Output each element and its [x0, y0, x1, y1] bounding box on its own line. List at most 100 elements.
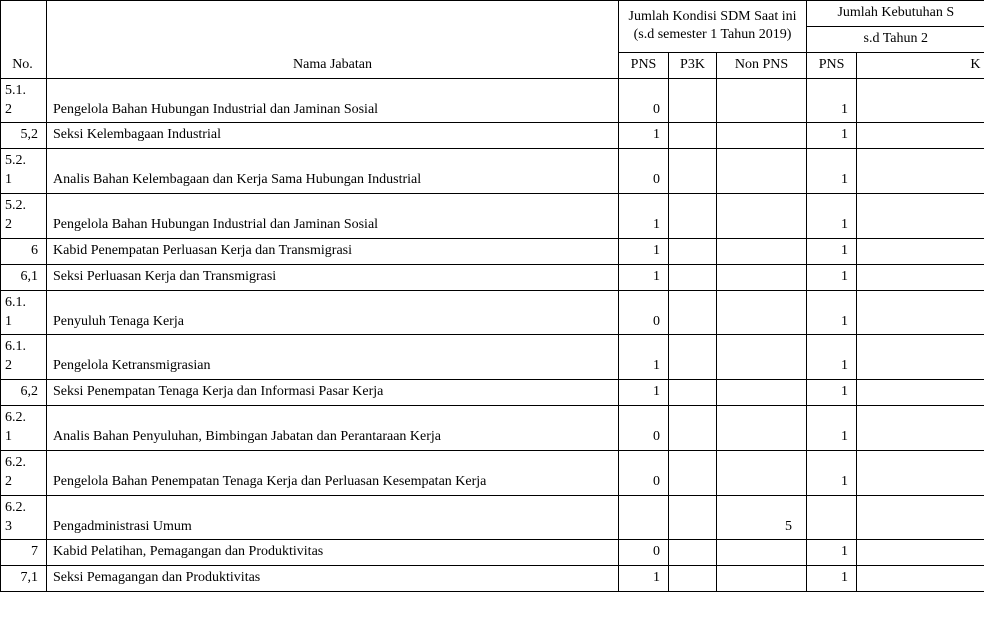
cell-x: [857, 566, 984, 592]
cell-x: [857, 495, 984, 540]
cell-no: 6: [1, 238, 47, 264]
cell-x: [857, 194, 984, 239]
cell-x: [857, 123, 984, 149]
table-header: No. Nama Jabatan Jumlah Kondisi SDM Saat…: [1, 1, 984, 79]
table-row: 5.2.2Pengelola Bahan Hubungan Industrial…: [1, 194, 984, 239]
hdr-kebutuhan-group: Jumlah Kebutuhan S: [807, 1, 984, 27]
cell-pns: 0: [619, 450, 669, 495]
cell-pns2: 1: [807, 194, 857, 239]
cell-no: 5.2.2: [1, 194, 47, 239]
cell-x: [857, 290, 984, 335]
cell-nama: Pengelola Bahan Hubungan Industrial dan …: [47, 194, 619, 239]
cell-pns: 0: [619, 78, 669, 123]
cell-nonpns: [717, 78, 807, 123]
cell-no: 6,1: [1, 264, 47, 290]
cell-pns: [619, 495, 669, 540]
hdr-nonpns: Non PNS: [717, 52, 807, 78]
cell-pns2: 1: [807, 406, 857, 451]
cell-nama: Penyuluh Tenaga Kerja: [47, 290, 619, 335]
cell-pns2: [807, 495, 857, 540]
cell-nonpns: [717, 380, 807, 406]
cell-nama: Analis Bahan Kelembagaan dan Kerja Sama …: [47, 149, 619, 194]
cell-nama: Seksi Penempatan Tenaga Kerja dan Inform…: [47, 380, 619, 406]
table-row: 6.2.2Pengelola Bahan Penempatan Tenaga K…: [1, 450, 984, 495]
cell-nonpns: [717, 450, 807, 495]
cell-p3k: [669, 264, 717, 290]
cell-pns2: 1: [807, 566, 857, 592]
cell-p3k: [669, 566, 717, 592]
cell-x: [857, 450, 984, 495]
cell-nama: Kabid Pelatihan, Pemagangan dan Produkti…: [47, 540, 619, 566]
cell-no: 5,2: [1, 123, 47, 149]
cell-pns2: 1: [807, 78, 857, 123]
cell-no: 6,2: [1, 380, 47, 406]
hdr-p3k: P3K: [669, 52, 717, 78]
cell-pns2: 1: [807, 123, 857, 149]
cell-pns: 0: [619, 290, 669, 335]
hdr-pns: PNS: [619, 52, 669, 78]
cell-nama: Pengelola Ketransmigrasian: [47, 335, 619, 380]
cell-nama: Seksi Kelembagaan Industrial: [47, 123, 619, 149]
cell-p3k: [669, 335, 717, 380]
cell-p3k: [669, 123, 717, 149]
cell-p3k: [669, 495, 717, 540]
cell-pns: 0: [619, 406, 669, 451]
cell-pns: 1: [619, 194, 669, 239]
cell-nonpns: [717, 149, 807, 194]
cell-nonpns: [717, 194, 807, 239]
table-row: 6.2.3Pengadministrasi Umum5: [1, 495, 984, 540]
cell-p3k: [669, 149, 717, 194]
header-row-1: No. Nama Jabatan Jumlah Kondisi SDM Saat…: [1, 1, 984, 27]
table-row: 6Kabid Penempatan Perluasan Kerja dan Tr…: [1, 238, 984, 264]
table-row: 6,1Seksi Perluasan Kerja dan Transmigras…: [1, 264, 984, 290]
cell-p3k: [669, 78, 717, 123]
cell-no: 5.1.2: [1, 78, 47, 123]
hdr-nama: Nama Jabatan: [47, 1, 619, 79]
cell-nama: Seksi Pemagangan dan Produktivitas: [47, 566, 619, 592]
cell-nonpns: [717, 290, 807, 335]
cell-x: [857, 149, 984, 194]
table-row: 7Kabid Pelatihan, Pemagangan dan Produkt…: [1, 540, 984, 566]
cell-nama: Seksi Perluasan Kerja dan Transmigrasi: [47, 264, 619, 290]
cell-nonpns: 5: [717, 495, 807, 540]
cell-nonpns: [717, 566, 807, 592]
cell-x: [857, 540, 984, 566]
table-row: 5.2.1Analis Bahan Kelembagaan dan Kerja …: [1, 149, 984, 194]
table-row: 7,1Seksi Pemagangan dan Produktivitas11: [1, 566, 984, 592]
cell-pns: 1: [619, 566, 669, 592]
cell-pns2: 1: [807, 264, 857, 290]
cell-no: 5.2.1: [1, 149, 47, 194]
cell-nonpns: [717, 540, 807, 566]
cell-pns2: 1: [807, 380, 857, 406]
cell-x: [857, 264, 984, 290]
hdr-no: No.: [1, 1, 47, 79]
cell-pns2: 1: [807, 450, 857, 495]
cell-p3k: [669, 380, 717, 406]
hdr-kondisi-group: Jumlah Kondisi SDM Saat ini (s.d semeste…: [619, 1, 807, 53]
cell-p3k: [669, 194, 717, 239]
cell-x: [857, 238, 984, 264]
cell-nama: Analis Bahan Penyuluhan, Bimbingan Jabat…: [47, 406, 619, 451]
cell-p3k: [669, 238, 717, 264]
table-row: 6,2Seksi Penempatan Tenaga Kerja dan Inf…: [1, 380, 984, 406]
cell-p3k: [669, 450, 717, 495]
table-row: 6.1.2Pengelola Ketransmigrasian11: [1, 335, 984, 380]
cell-p3k: [669, 540, 717, 566]
cell-x: [857, 78, 984, 123]
table-row: 6.2.1Analis Bahan Penyuluhan, Bimbingan …: [1, 406, 984, 451]
hdr-x: K: [857, 52, 984, 78]
sdm-table: No. Nama Jabatan Jumlah Kondisi SDM Saat…: [0, 0, 984, 592]
cell-nonpns: [717, 264, 807, 290]
cell-pns: 1: [619, 380, 669, 406]
hdr-pns2: PNS: [807, 52, 857, 78]
cell-no: 7: [1, 540, 47, 566]
table-row: 5.1.2Pengelola Bahan Hubungan Industrial…: [1, 78, 984, 123]
cell-nonpns: [717, 123, 807, 149]
cell-nama: Pengadministrasi Umum: [47, 495, 619, 540]
cell-x: [857, 380, 984, 406]
cell-x: [857, 406, 984, 451]
cell-nama: Pengelola Bahan Hubungan Industrial dan …: [47, 78, 619, 123]
table-row: 5,2Seksi Kelembagaan Industrial11: [1, 123, 984, 149]
cell-no: 6.1.2: [1, 335, 47, 380]
hdr-kebutuhan-sub: s.d Tahun 2: [807, 26, 984, 52]
